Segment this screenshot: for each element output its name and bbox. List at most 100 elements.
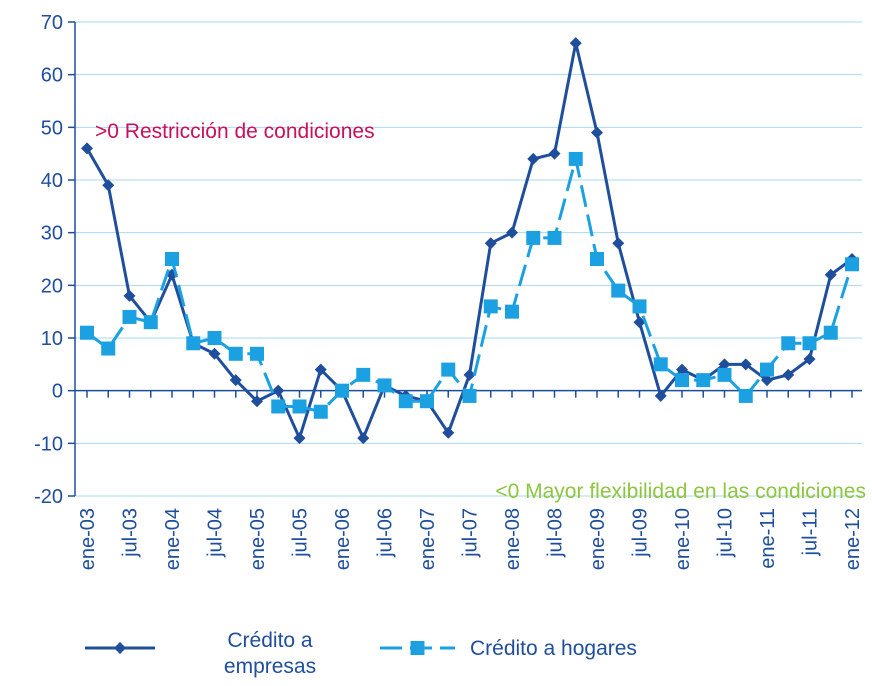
data-point bbox=[823, 325, 838, 340]
data-point bbox=[292, 399, 307, 414]
x-tick-label: ene-03 bbox=[77, 508, 99, 570]
data-point bbox=[824, 268, 837, 281]
data-point bbox=[335, 383, 349, 398]
data-point bbox=[207, 331, 222, 345]
y-tick-label: 20 bbox=[41, 275, 63, 297]
data-point bbox=[633, 316, 646, 329]
data-point bbox=[186, 336, 201, 351]
data-point bbox=[463, 368, 476, 381]
data-point bbox=[228, 346, 243, 361]
x-tick-label: ene-07 bbox=[417, 508, 439, 570]
data-point bbox=[293, 432, 306, 445]
x-tick-label: ene-06 bbox=[332, 508, 354, 570]
data-point bbox=[313, 404, 328, 419]
data-point bbox=[272, 384, 285, 397]
data-point bbox=[612, 237, 625, 250]
data-point bbox=[420, 394, 434, 409]
data-point bbox=[653, 357, 668, 372]
data-point bbox=[802, 336, 817, 351]
data-point bbox=[781, 336, 796, 351]
y-tick-label: 70 bbox=[41, 12, 63, 34]
y-tick-label: 40 bbox=[41, 170, 63, 192]
data-point bbox=[81, 142, 93, 155]
x-tick-label: jul-04 bbox=[205, 508, 227, 558]
x-tick-label: jul-11 bbox=[800, 508, 822, 556]
x-tick-label: ene-10 bbox=[672, 508, 694, 570]
data-point bbox=[547, 230, 562, 245]
y-tick-label: 0 bbox=[52, 381, 63, 403]
y-tick-label: 10 bbox=[41, 328, 63, 350]
y-tick-label: 50 bbox=[41, 117, 63, 139]
annotation: >0 Restricción de condiciones bbox=[95, 120, 375, 143]
data-point bbox=[760, 362, 774, 377]
x-tick-label: ene-12 bbox=[842, 508, 864, 570]
x-tick-label: ene-04 bbox=[162, 508, 184, 570]
data-point bbox=[590, 252, 604, 266]
data-point bbox=[569, 37, 582, 50]
x-tick-label: ene-08 bbox=[502, 508, 524, 570]
data-point bbox=[761, 374, 773, 387]
data-point bbox=[505, 304, 519, 319]
data-point bbox=[526, 230, 541, 245]
x-tick-label: jul-03 bbox=[120, 508, 142, 558]
x-tick-label: jul-06 bbox=[375, 508, 397, 558]
x-tick-label: jul-08 bbox=[545, 508, 567, 558]
data-point bbox=[462, 388, 477, 403]
data-point bbox=[484, 237, 497, 250]
data-point bbox=[165, 252, 179, 266]
data-point bbox=[483, 299, 498, 314]
x-tick-label: jul-05 bbox=[290, 508, 312, 558]
annotation: <0 Mayor flexibilidad en las condiciones bbox=[495, 480, 866, 503]
data-point bbox=[675, 373, 689, 388]
data-point bbox=[143, 315, 158, 330]
data-point bbox=[80, 325, 94, 340]
data-point bbox=[568, 151, 583, 166]
x-tick-label: ene-11 bbox=[757, 508, 779, 569]
y-tick-label: 30 bbox=[41, 223, 63, 245]
data-point bbox=[676, 363, 688, 376]
y-tick-label: -20 bbox=[34, 486, 63, 508]
data-point bbox=[314, 363, 327, 376]
data-point bbox=[229, 374, 242, 387]
data-point bbox=[506, 226, 518, 239]
data-point bbox=[718, 358, 731, 371]
data-point bbox=[208, 347, 221, 360]
x-tick-label: jul-10 bbox=[715, 508, 737, 558]
data-point bbox=[123, 289, 136, 302]
data-point bbox=[271, 399, 286, 414]
data-point bbox=[548, 147, 561, 160]
data-point bbox=[251, 395, 263, 408]
data-point bbox=[738, 388, 753, 403]
data-point bbox=[101, 341, 116, 356]
legend-marker bbox=[410, 641, 425, 655]
data-point bbox=[782, 368, 795, 381]
data-point bbox=[442, 426, 455, 439]
legend-marker bbox=[114, 642, 126, 654]
data-point bbox=[739, 358, 752, 371]
data-point bbox=[377, 378, 392, 393]
data-point bbox=[717, 367, 732, 382]
x-tick-label: jul-07 bbox=[460, 508, 482, 558]
data-point bbox=[250, 346, 264, 361]
data-point bbox=[102, 179, 115, 192]
data-point bbox=[632, 299, 647, 314]
data-point bbox=[654, 389, 667, 402]
data-point bbox=[356, 367, 371, 382]
data-point bbox=[527, 152, 540, 165]
data-point bbox=[611, 283, 626, 298]
x-tick-label: ene-05 bbox=[247, 508, 269, 570]
data-point bbox=[122, 309, 137, 324]
legend-label: Crédito a empresas bbox=[223, 629, 317, 678]
y-tick-label: 60 bbox=[41, 65, 63, 87]
data-point bbox=[845, 257, 859, 272]
x-tick-label: jul-09 bbox=[630, 508, 652, 558]
data-point bbox=[696, 373, 711, 388]
legend-label: Crédito a hogares bbox=[470, 637, 637, 660]
data-point bbox=[357, 432, 370, 445]
y-tick-label: -10 bbox=[34, 433, 63, 455]
data-point bbox=[398, 394, 413, 409]
data-point bbox=[591, 126, 603, 139]
data-point bbox=[441, 362, 456, 377]
